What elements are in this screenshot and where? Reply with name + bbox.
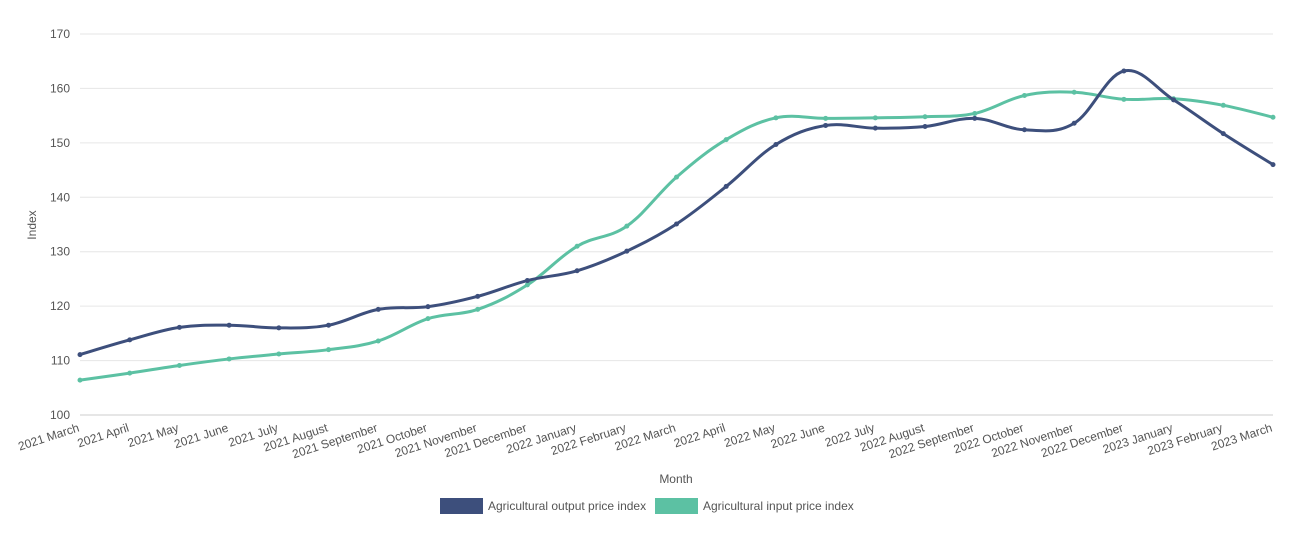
data-point xyxy=(326,322,332,328)
data-point xyxy=(425,304,431,310)
data-point xyxy=(823,122,829,128)
data-point xyxy=(1021,93,1027,99)
y-tick-label: 110 xyxy=(51,354,70,368)
x-tick-label: 2022 April xyxy=(672,421,727,451)
series-line xyxy=(79,90,1274,382)
data-point xyxy=(1121,96,1127,102)
grid-lines xyxy=(80,33,1273,416)
data-point xyxy=(475,293,481,299)
legend-swatch xyxy=(655,498,698,514)
data-point xyxy=(375,306,381,312)
data-point xyxy=(276,351,282,357)
data-point xyxy=(1071,120,1077,126)
data-point xyxy=(972,110,978,116)
data-point xyxy=(1270,114,1276,120)
legend-item[interactable]: Agricultural output price index xyxy=(440,498,646,514)
legend: Agricultural output price index Agricultu… xyxy=(440,498,854,514)
legend-swatch xyxy=(440,498,483,514)
data-point xyxy=(226,356,232,362)
y-tick-label: 130 xyxy=(50,245,70,259)
data-point xyxy=(574,243,580,249)
data-point xyxy=(1171,97,1177,103)
y-tick-label: 120 xyxy=(50,299,70,313)
data-point xyxy=(375,338,381,344)
x-tick-label: 2021 April xyxy=(76,421,131,451)
legend-label: Agricultural output price index xyxy=(488,499,646,513)
data-point xyxy=(624,248,630,254)
series-layer xyxy=(77,68,1276,383)
data-point xyxy=(872,115,878,121)
series-output xyxy=(77,68,1276,358)
data-point xyxy=(1220,102,1226,108)
data-point xyxy=(77,377,83,383)
series-line xyxy=(79,69,1274,357)
data-point xyxy=(1121,68,1127,74)
data-point xyxy=(773,141,779,147)
data-point xyxy=(326,347,332,353)
data-point xyxy=(176,362,182,368)
y-tick-label: 170 xyxy=(50,27,70,41)
data-point xyxy=(823,115,829,121)
x-tick-label: 2021 May xyxy=(126,421,180,451)
data-point xyxy=(1220,131,1226,137)
legend-label: Agricultural input price index xyxy=(703,499,854,513)
data-point xyxy=(176,324,182,330)
data-point xyxy=(524,282,530,288)
legend-item[interactable]: Agricultural input price index xyxy=(655,498,854,514)
y-tick-labels: 100 110 120 130 140 150 160 170 xyxy=(50,27,70,422)
x-axis-title: Month xyxy=(659,472,692,486)
x-tick-label: 2021 March xyxy=(16,421,81,454)
data-point xyxy=(127,370,133,376)
y-axis-title: Index xyxy=(25,210,39,239)
data-point xyxy=(624,223,630,229)
data-point xyxy=(276,325,282,331)
y-tick-label: 100 xyxy=(50,408,70,422)
data-point xyxy=(773,115,779,121)
data-point xyxy=(972,115,978,121)
data-point xyxy=(524,278,530,284)
data-point xyxy=(1021,127,1027,133)
data-point xyxy=(723,137,729,143)
data-point xyxy=(1270,162,1276,168)
data-point xyxy=(674,174,679,180)
data-point xyxy=(226,322,232,328)
data-point xyxy=(475,306,481,312)
data-point xyxy=(574,268,580,274)
x-tick-label: 2022 June xyxy=(769,420,827,451)
data-point xyxy=(1071,89,1077,95)
data-point xyxy=(425,316,431,322)
x-tick-label: 2022 May xyxy=(722,421,776,451)
y-tick-label: 150 xyxy=(50,136,70,150)
data-point xyxy=(77,352,83,358)
x-tick-label: 2021 June xyxy=(172,420,230,451)
data-point xyxy=(872,125,878,131)
data-point xyxy=(127,337,133,343)
data-point xyxy=(922,114,928,120)
data-point xyxy=(723,183,729,189)
data-point xyxy=(922,124,928,130)
series-input xyxy=(77,89,1276,383)
data-point xyxy=(674,221,679,227)
y-tick-label: 140 xyxy=(50,190,70,204)
y-tick-label: 160 xyxy=(50,81,70,95)
